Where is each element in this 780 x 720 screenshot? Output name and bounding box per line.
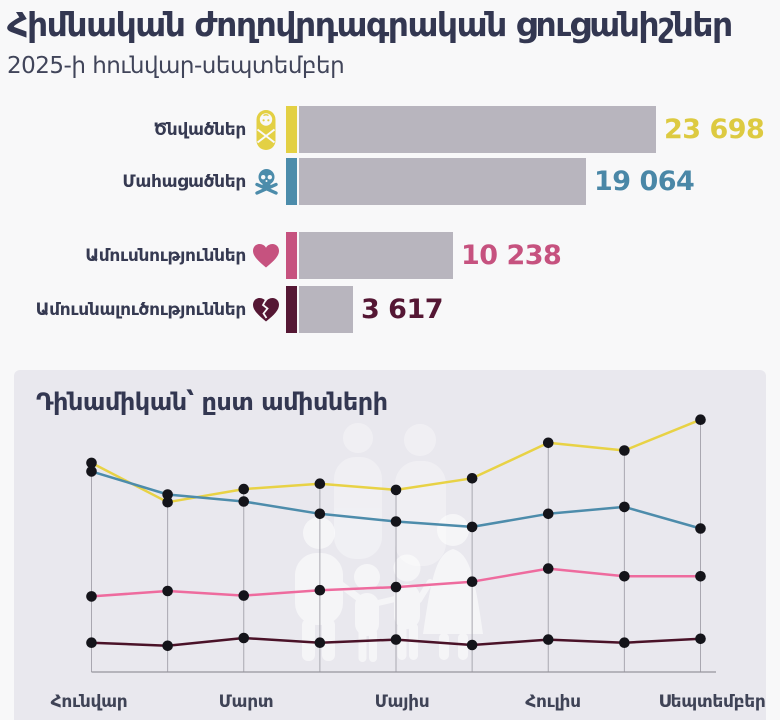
data-point [390, 634, 402, 645]
births-label: Ծնվածներ [153, 119, 247, 140]
broken-heart-icon [246, 297, 286, 323]
data-point [542, 634, 554, 645]
data-point [86, 591, 97, 602]
data-point [390, 516, 402, 527]
divorces-accent-bar [286, 286, 297, 333]
data-point [466, 521, 478, 533]
data-point [238, 483, 250, 495]
data-point [86, 457, 97, 469]
month-tick-label: Մայիս [375, 692, 430, 712]
data-point [619, 501, 630, 513]
divorces-label: Ամուսնալուծություններ [35, 299, 247, 320]
data-point [695, 414, 706, 425]
stat-row-divorces: Ամուսնալուծություններ 3 617 [0, 286, 444, 333]
data-point [466, 639, 478, 651]
month-tick-label: Հունվար [51, 692, 128, 712]
data-point [695, 633, 706, 645]
monthly-dynamics-panel: Հունվար Մարտ Մայիս Հուլիս Սեպտեմբեր Դինամիկա… [14, 370, 766, 720]
stat-row-births: Ծնվածներ 23 698 [0, 106, 765, 153]
births-accent-bar [286, 106, 297, 153]
data-point [619, 637, 630, 648]
data-point [619, 571, 630, 582]
page-title: Հիմնական ժողովրդագրական ցուցանիշներ [7, 5, 733, 44]
deaths-label: Մահացածներ [122, 171, 246, 192]
marriages-bar [299, 232, 453, 279]
divorces-value: 3 617 [361, 294, 444, 325]
divorces-bar [299, 286, 353, 333]
data-point [542, 508, 554, 520]
births-value: 23 698 [664, 114, 765, 145]
marriages-value: 10 238 [461, 240, 562, 271]
data-point [390, 484, 402, 496]
marriages-label: Ամուսնություններ [85, 245, 246, 266]
data-point [695, 571, 706, 582]
skull-icon [246, 168, 286, 195]
data-point [314, 637, 326, 648]
data-point [619, 445, 630, 456]
deaths-bar [299, 158, 586, 205]
trend-plot-area: Հունվար Մարտ Մայիս Հուլիս Սեպտեմբեր [51, 414, 766, 712]
data-point [86, 637, 97, 648]
month-tick-label: Հուլիս [525, 692, 580, 712]
births-bar [299, 106, 656, 153]
data-point [238, 632, 250, 644]
data-point [314, 478, 326, 489]
data-point [314, 508, 326, 520]
page-subtitle: 2025-ի հունվար-սեպտեմբեր [7, 53, 345, 79]
panel-title: Դինամիկան՝ ըստ ամիսների [36, 388, 388, 416]
data-point [542, 563, 554, 574]
data-point [238, 590, 250, 601]
data-point [695, 523, 706, 534]
month-tick-label: Սեպտեմբեր [658, 692, 765, 712]
data-point [86, 466, 97, 477]
stat-row-deaths: Մահացածներ 19 064 [0, 158, 695, 205]
stat-row-marriages: Ամուսնություններ 10 238 [0, 232, 562, 279]
data-point [466, 473, 478, 484]
deaths-value: 19 064 [594, 166, 695, 197]
deaths-accent-bar [286, 158, 297, 205]
monthly-trend-chart: Հունվար Մարտ Մայիս Հուլիս Սեպտեմբեր [51, 414, 766, 712]
data-point [314, 584, 326, 596]
data-point [390, 581, 402, 593]
data-point [162, 496, 173, 508]
baby-icon [246, 109, 286, 151]
family-watermark-graphic [295, 423, 483, 662]
month-tick-label: Մարտ [219, 692, 274, 712]
data-point [238, 496, 250, 507]
data-point [162, 489, 173, 500]
data-point [466, 576, 478, 587]
data-point [162, 585, 173, 597]
data-point [542, 437, 554, 449]
marriages-accent-bar [286, 232, 297, 279]
heart-icon [246, 243, 286, 269]
data-point [162, 640, 173, 652]
